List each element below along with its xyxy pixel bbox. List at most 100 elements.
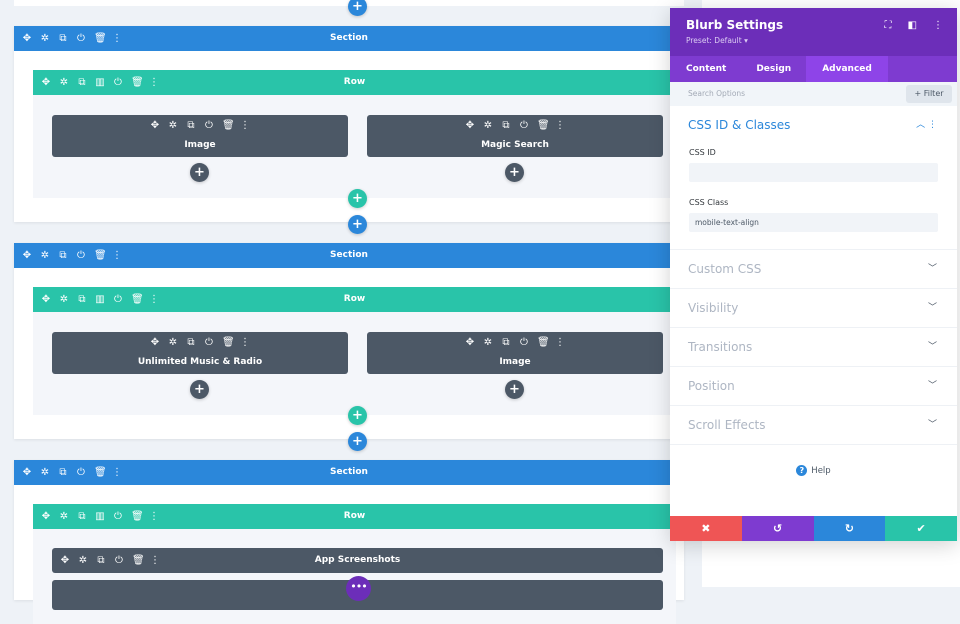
group-custom-css[interactable]: Custom CSS ﹀	[670, 250, 957, 289]
power-icon[interactable]: ⏻	[77, 33, 85, 44]
undo-button[interactable]: ↺	[741, 516, 814, 541]
move-icon[interactable]: ✥	[22, 467, 32, 478]
more-icon[interactable]: ⋮	[112, 33, 122, 44]
section-toolbar[interactable]: ✥ ✲ ⧉ ⏻ 🗑 ⋮ Section	[14, 460, 684, 485]
more-icon[interactable]: ⋮	[240, 119, 250, 131]
row-toolbar[interactable]: ✥ ✲ ⧉ ▥ ⏻ 🗑 ⋮ Row	[33, 70, 676, 95]
css-id-input[interactable]	[689, 163, 938, 182]
move-icon[interactable]: ✥	[60, 555, 70, 566]
module[interactable]: ✥ ✲ ⧉ ⏻ 🗑 ⋮ App Screenshots	[52, 548, 663, 573]
gear-icon[interactable]: ✲	[483, 119, 493, 131]
more-icon[interactable]: ⋮	[933, 20, 943, 31]
move-icon[interactable]: ✥	[150, 119, 160, 131]
tab-design[interactable]: Design	[756, 64, 792, 74]
duplicate-icon[interactable]: ⧉	[502, 336, 510, 348]
columns-icon[interactable]: ▥	[95, 511, 105, 522]
trash-icon[interactable]: 🗑	[131, 294, 144, 305]
add-module-button[interactable]: +	[505, 380, 524, 399]
power-icon[interactable]: ⏻	[114, 294, 122, 305]
group-visibility[interactable]: Visibility ﹀	[670, 289, 957, 328]
more-icon[interactable]: ⋮	[150, 555, 160, 566]
add-section-button[interactable]: +	[348, 432, 367, 451]
power-icon[interactable]: ⏻	[205, 336, 213, 348]
gear-icon[interactable]: ✲	[59, 77, 69, 88]
add-section-button[interactable]: +	[348, 215, 367, 234]
search-input[interactable]: Search Options	[688, 89, 746, 98]
gear-icon[interactable]: ✲	[40, 467, 50, 478]
duplicate-icon[interactable]: ⧉	[59, 250, 67, 261]
preset-dropdown[interactable]: Preset: Default ▾	[686, 36, 748, 45]
trash-icon[interactable]: 🗑	[131, 77, 144, 88]
duplicate-icon[interactable]: ⧉	[78, 77, 86, 88]
chevron-up-icon[interactable]: ︿ ⋮	[916, 120, 937, 130]
move-icon[interactable]: ✥	[22, 250, 32, 261]
duplicate-icon[interactable]: ⧉	[59, 33, 67, 44]
redo-button[interactable]: ↻	[813, 516, 886, 541]
section-toolbar[interactable]: ✥ ✲ ⧉ ⏻ 🗑 ⋮ Section	[14, 243, 684, 268]
module[interactable]: ✥ ✲ ⧉ ⏻ 🗑 ⋮ Magic Search	[367, 115, 663, 157]
css-class-input[interactable]: mobile-text-align	[689, 213, 938, 232]
module[interactable]: ✥ ✲ ⧉ ⏻ 🗑 ⋮ Image	[52, 115, 348, 157]
group-scroll-effects[interactable]: Scroll Effects ﹀	[670, 406, 957, 445]
gear-icon[interactable]: ✲	[59, 511, 69, 522]
module[interactable]: ✥ ✲ ⧉ ⏻ 🗑 ⋮ Image	[367, 332, 663, 374]
move-icon[interactable]: ✥	[150, 336, 160, 348]
more-icon[interactable]: ⋮	[555, 119, 565, 131]
tab-advanced[interactable]: Advanced	[806, 56, 888, 82]
more-icon[interactable]: ⋮	[112, 467, 122, 478]
columns-icon[interactable]: ▥	[95, 77, 105, 88]
page-settings-button[interactable]: •••	[346, 576, 371, 601]
duplicate-icon[interactable]: ⧉	[187, 336, 195, 348]
more-icon[interactable]: ⋮	[149, 294, 159, 305]
trash-icon[interactable]: 🗑	[131, 511, 144, 522]
trash-icon[interactable]: 🗑	[94, 250, 107, 261]
section-toolbar[interactable]: ✥ ✲ ⧉ ⏻ 🗑 ⋮ Section	[14, 26, 684, 51]
move-icon[interactable]: ✥	[41, 77, 51, 88]
gear-icon[interactable]: ✲	[483, 336, 493, 348]
row-toolbar[interactable]: ✥ ✲ ⧉ ▥ ⏻ 🗑 ⋮ Row	[33, 504, 676, 529]
move-icon[interactable]: ✥	[465, 336, 475, 348]
gear-icon[interactable]: ✲	[40, 250, 50, 261]
trash-icon[interactable]: 🗑	[537, 119, 550, 131]
panel-header[interactable]: Blurb Settings Preset: Default ▾ ⛶ ◧ ⋮	[670, 8, 957, 56]
move-icon[interactable]: ✥	[41, 511, 51, 522]
filter-button[interactable]: + Filter	[906, 85, 952, 103]
gear-icon[interactable]: ✲	[168, 119, 178, 131]
gear-icon[interactable]: ✲	[40, 33, 50, 44]
trash-icon[interactable]: 🗑	[94, 33, 107, 44]
duplicate-icon[interactable]: ⧉	[502, 119, 510, 131]
add-module-button[interactable]: +	[505, 163, 524, 182]
tab-content[interactable]: Content	[686, 64, 727, 74]
duplicate-icon[interactable]: ⧉	[187, 119, 195, 131]
trash-icon[interactable]: 🗑	[94, 467, 107, 478]
more-icon[interactable]: ⋮	[149, 77, 159, 88]
module[interactable]: ✥ ✲ ⧉ ⏻ 🗑 ⋮ Unlimited Music & Radio	[52, 332, 348, 374]
group-transitions[interactable]: Transitions ﹀	[670, 328, 957, 367]
add-row-button[interactable]: +	[348, 189, 367, 208]
gear-icon[interactable]: ✲	[59, 294, 69, 305]
trash-icon[interactable]: 🗑	[222, 336, 235, 348]
columns-icon[interactable]: ▥	[95, 294, 105, 305]
power-icon[interactable]: ⏻	[77, 250, 85, 261]
add-row-button[interactable]: +	[348, 406, 367, 425]
power-icon[interactable]: ⏻	[114, 511, 122, 522]
fullscreen-icon[interactable]: ⛶	[884, 20, 892, 31]
add-section-button[interactable]: +	[348, 0, 367, 16]
save-button[interactable]: ✔	[885, 516, 957, 541]
trash-icon[interactable]: 🗑	[222, 119, 235, 131]
power-icon[interactable]: ⏻	[205, 119, 213, 131]
more-icon[interactable]: ⋮	[112, 250, 122, 261]
more-icon[interactable]: ⋮	[555, 336, 565, 348]
move-icon[interactable]: ✥	[41, 294, 51, 305]
move-icon[interactable]: ✥	[465, 119, 475, 131]
trash-icon[interactable]: 🗑	[132, 555, 145, 566]
power-icon[interactable]: ⏻	[520, 336, 528, 348]
add-module-button[interactable]: +	[190, 163, 209, 182]
more-icon[interactable]: ⋮	[240, 336, 250, 348]
duplicate-icon[interactable]: ⧉	[97, 555, 105, 566]
duplicate-icon[interactable]: ⧉	[59, 467, 67, 478]
sidebar-toggle-icon[interactable]: ◧	[907, 20, 917, 31]
row-toolbar[interactable]: ✥ ✲ ⧉ ▥ ⏻ 🗑 ⋮ Row	[33, 287, 676, 312]
group-position[interactable]: Position ﹀	[670, 367, 957, 406]
group-title[interactable]: CSS ID & Classes	[688, 118, 791, 132]
